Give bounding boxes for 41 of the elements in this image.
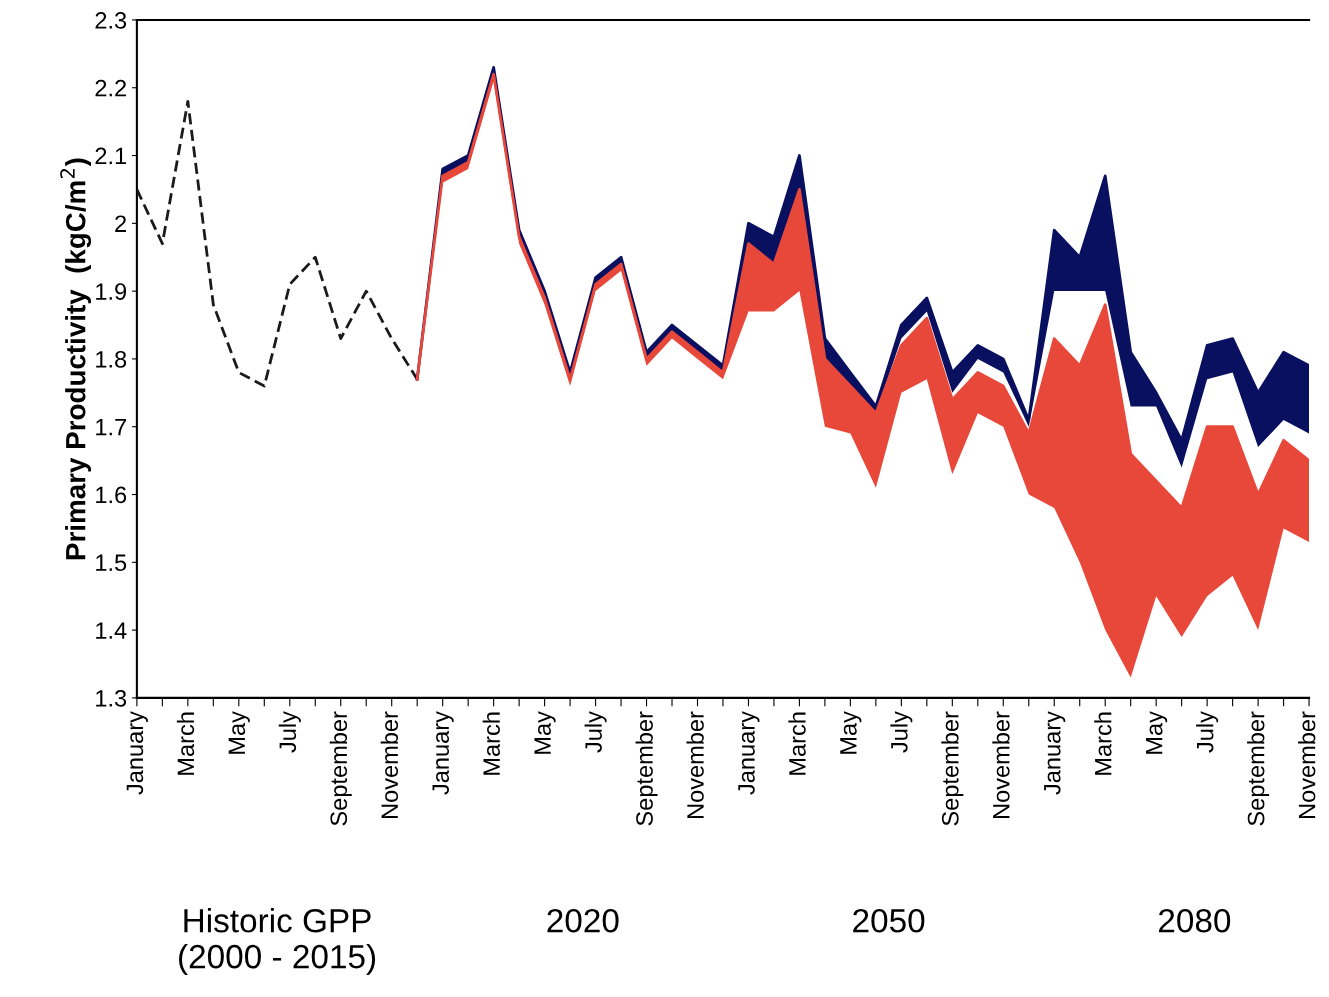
text: Historic GPP (2000 - 2015) xyxy=(179,908,376,976)
y-tick-label: 2.3 xyxy=(95,12,127,29)
y-tick-label: 2.1 xyxy=(95,147,127,165)
x-tick-label: September xyxy=(635,711,658,826)
y-tick-label: 1.9 xyxy=(96,283,127,300)
x-tick-label: January xyxy=(1044,711,1066,795)
y-tick-label: 1.7 xyxy=(96,419,126,436)
x-tick-label: September xyxy=(1247,711,1270,826)
y-tick-label: 1.8 xyxy=(96,350,127,368)
x-tick-label: May xyxy=(840,711,862,754)
y-tick-label: 1.6 xyxy=(96,486,127,504)
y-tick-label: 1.3 xyxy=(96,689,127,707)
x-tick-label: May xyxy=(228,711,250,754)
x-tick-label: November xyxy=(992,711,1010,819)
x-tick-label: March xyxy=(176,712,195,775)
x-tick-label: July xyxy=(1196,711,1219,753)
x-tick-label: July xyxy=(890,711,913,753)
x-tick-label: March xyxy=(788,712,806,775)
text: 2020 xyxy=(547,908,619,933)
x-tick-label: July xyxy=(584,711,607,753)
x-tick-label: November xyxy=(380,711,399,819)
x-tick-label: September xyxy=(329,711,352,826)
x-tick-label: January xyxy=(738,711,760,795)
y-tick-label: 1.4 xyxy=(96,622,127,639)
x-tick-label: July xyxy=(278,711,301,753)
y-tick-label: 2.2 xyxy=(95,79,126,97)
y-tick-label: 2 xyxy=(115,215,126,232)
line-series xyxy=(136,99,419,388)
x-tick-label: May xyxy=(1146,711,1168,754)
x-tick-label: January xyxy=(126,711,148,795)
x-tick-label: March xyxy=(1094,712,1112,775)
x-tick-label: January xyxy=(432,711,454,795)
y-axis-title: Primary Productivity (kgC/m$^{2}$) xyxy=(60,158,92,560)
y-tick-label: 1.5 xyxy=(96,554,127,572)
x-tick-label: September xyxy=(941,711,964,826)
x-tick-label: May xyxy=(534,711,556,754)
text: 2080 xyxy=(1159,908,1231,933)
x-tick-label: March xyxy=(482,712,500,775)
text: 2050 xyxy=(853,908,925,933)
x-tick-label: November xyxy=(1298,711,1316,819)
x-tick-label: November xyxy=(686,711,704,819)
